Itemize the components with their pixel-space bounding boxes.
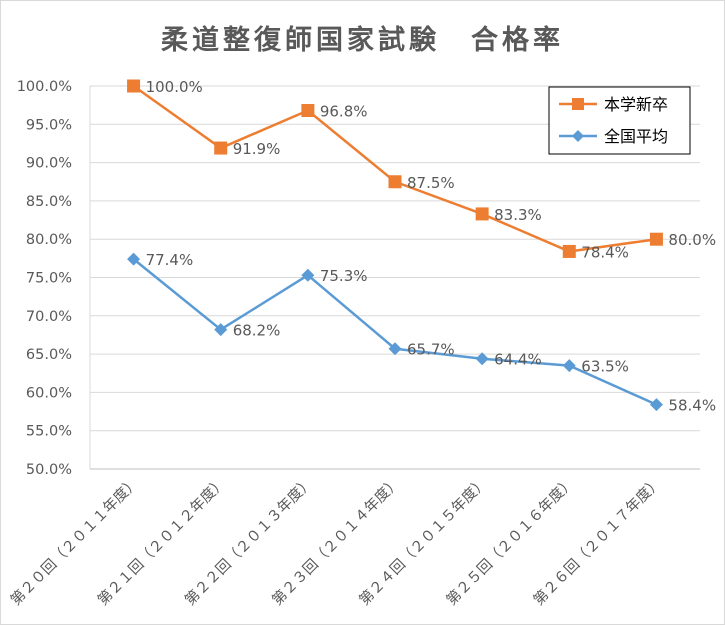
data-point-marker	[301, 268, 315, 282]
y-tick-label: 95.0%	[26, 117, 72, 133]
data-label: 80.0%	[668, 231, 716, 249]
series-line	[132, 258, 657, 406]
data-point-marker	[649, 232, 663, 246]
legend-label: 全国平均	[604, 127, 668, 146]
data-label: 65.7%	[407, 341, 455, 359]
data-label: 68.2%	[233, 322, 281, 340]
data-label: 75.3%	[320, 267, 368, 285]
data-label: 87.5%	[407, 174, 455, 192]
data-point-marker	[214, 323, 228, 337]
data-point-marker	[214, 141, 228, 155]
y-tick-label: 70.0%	[26, 309, 72, 325]
y-tick-label: 85.0%	[26, 194, 72, 210]
data-point-marker	[388, 342, 402, 356]
data-label: 83.3%	[494, 206, 542, 224]
y-tick-label: 60.0%	[26, 385, 72, 401]
legend-marker	[572, 130, 584, 142]
data-label: 96.8%	[320, 103, 368, 121]
data-point-marker	[475, 352, 489, 366]
data-point-marker	[127, 252, 141, 266]
data-label: 91.9%	[233, 140, 281, 158]
y-tick-label: 100.0%	[17, 79, 72, 95]
data-label: 64.4%	[494, 351, 542, 369]
y-tick-label: 55.0%	[26, 424, 72, 440]
data-point-marker	[475, 207, 489, 221]
y-tick-label: 80.0%	[26, 232, 72, 248]
y-tick-label: 90.0%	[26, 156, 72, 172]
data-label: 77.4%	[146, 251, 194, 269]
data-point-marker	[301, 104, 315, 118]
legend-marker	[572, 98, 584, 110]
data-point-marker	[127, 79, 141, 93]
y-tick-label: 75.0%	[26, 271, 72, 287]
data-label: 78.4%	[581, 243, 629, 261]
data-label: 58.4%	[668, 397, 716, 415]
data-point-marker	[562, 359, 576, 373]
data-label: 63.5%	[581, 358, 629, 376]
chart-title: 柔道整復師国家試験 合格率	[161, 25, 564, 56]
legend-label: 本学新卒	[604, 95, 668, 114]
data-point-marker	[649, 398, 663, 412]
data-point-marker	[388, 175, 402, 189]
data-label: 100.0%	[146, 78, 203, 96]
y-tick-label: 65.0%	[26, 347, 72, 363]
data-point-marker	[562, 244, 576, 258]
y-tick-label: 50.0%	[26, 462, 72, 478]
